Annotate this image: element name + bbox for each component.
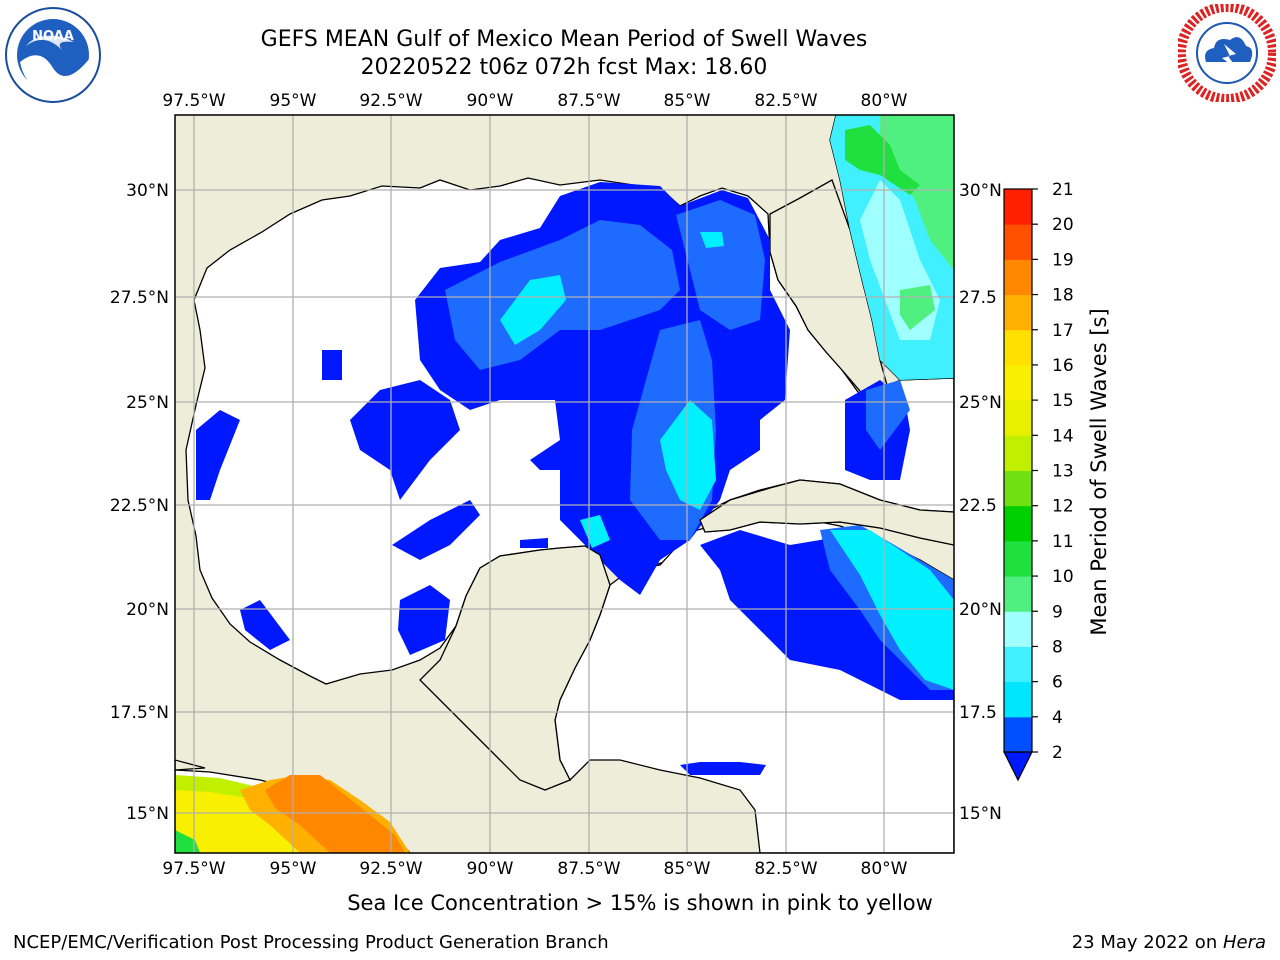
- colorbar-extend-arrow: [1003, 751, 1033, 782]
- lat-label-left: 25°N: [126, 393, 169, 413]
- credit-host: Hera: [1222, 932, 1266, 953]
- lat-label-right: 30°N: [959, 181, 1002, 201]
- longitude-labels-top: 97.5°W 95°W 92.5°W 90°W 87.5°W 85°W 82.5°W 80°W: [162, 91, 907, 111]
- colorbar-tick-label: 19: [1052, 250, 1074, 270]
- lat-label-right: 27.5: [959, 288, 997, 308]
- lat-label-right: 15°N: [959, 804, 1002, 824]
- colorbar-tick-label: 17: [1052, 321, 1074, 341]
- map-title: GEFS MEAN Gulf of Mexico Mean Period of …: [260, 27, 868, 52]
- colorbar-segment: [1004, 576, 1032, 612]
- lon-label-top: 92.5°W: [359, 91, 422, 111]
- colorbar-tick-label: 4: [1052, 708, 1063, 728]
- lat-label-right: 25°N: [959, 393, 1002, 413]
- colorbar-tick-label: 6: [1052, 673, 1063, 693]
- colorbar-label: Mean Period of Swell Waves [s]: [1087, 308, 1111, 635]
- lat-label-right: 22.5: [959, 496, 997, 516]
- colorbar-segment: [1004, 646, 1032, 683]
- lon-label-top: 97.5°W: [162, 91, 225, 111]
- sea-ice-note: Sea Ice Concentration > 15% is shown in …: [347, 891, 933, 915]
- yucatan-land: [419, 545, 611, 791]
- colorbar-tick-label: 11: [1052, 532, 1074, 552]
- lon-label-top: 95°W: [270, 91, 317, 111]
- noaa-logo-text: NOAA: [32, 29, 74, 44]
- colorbar-segment: [1004, 716, 1032, 753]
- colorbar-segment: [1004, 329, 1032, 366]
- lat-label-left: 27.5°N: [110, 288, 169, 308]
- lon-label-bottom: 92.5°W: [359, 859, 422, 879]
- colorbar-segment: [1004, 540, 1032, 577]
- colorbar-tick-label: 21: [1052, 180, 1074, 200]
- lon-label-top: 87.5°W: [557, 91, 620, 111]
- colorbar-segment: [1004, 189, 1032, 225]
- colorbar-segment: [1004, 364, 1032, 401]
- colorbar-segment: [1004, 224, 1032, 260]
- credit-date: 23 May 2022 on Hera: [1072, 932, 1266, 953]
- latitude-labels-right: 30°N 27.5 25°N 22.5 20°N 17.5 15°N: [959, 181, 1002, 824]
- colorbar-segment: [1004, 259, 1032, 296]
- lat-label-left: 15°N: [126, 804, 169, 824]
- pacific-swell: [175, 775, 410, 853]
- map-frame: [174, 114, 955, 854]
- lon-label-top: 80°W: [861, 91, 908, 111]
- colorbar-segment: [1004, 435, 1032, 471]
- lat-label-left: 20°N: [126, 600, 169, 620]
- lon-label-top: 82.5°W: [754, 91, 817, 111]
- colorbar-segment: [1004, 681, 1032, 718]
- map-subtitle: 20220522 t06z 072h fcst Max: 18.60: [360, 55, 768, 80]
- credit-date-text: 23 May 2022 on: [1071, 932, 1223, 953]
- map-area: [175, 115, 954, 853]
- noaa-logo: NOAA: [5, 7, 101, 103]
- lon-label-bottom: 87.5°W: [557, 859, 620, 879]
- colorbar-segment: [1004, 400, 1032, 436]
- lat-label-left: 30°N: [126, 181, 169, 201]
- colorbar-tick-label: 15: [1052, 391, 1074, 411]
- colorbar-segment: [1004, 470, 1032, 507]
- colorbar: 2 4 6 8 9 10 11 12 13 14 15 16 17 18 19 20 21: [1003, 180, 1074, 782]
- lon-label-top: 85°W: [664, 91, 711, 111]
- colorbar-tick-label: 16: [1052, 356, 1074, 376]
- lon-label-bottom: 82.5°W: [754, 859, 817, 879]
- swell-field: [196, 115, 954, 775]
- latitude-labels-left: 30°N 27.5°N 25°N 22.5°N 20°N 17.5°N 15°N: [110, 181, 169, 824]
- colorbar-tick-label: 13: [1052, 462, 1074, 482]
- lon-label-bottom: 90°W: [467, 859, 514, 879]
- colorbar-segment: [1004, 611, 1032, 647]
- colorbar-tick-label: 20: [1052, 215, 1074, 235]
- lat-label-right: 17.5: [959, 703, 997, 723]
- colorbar-segment: [1004, 505, 1032, 542]
- lat-label-right: 20°N: [959, 600, 1002, 620]
- colorbar-segment: [1004, 294, 1032, 331]
- colorbar-tick-label: 2: [1052, 743, 1063, 763]
- longitude-labels-bottom: 97.5°W 95°W 92.5°W 90°W 87.5°W 85°W 82.5°W 80°W: [162, 859, 907, 879]
- graticule: [175, 115, 954, 853]
- lon-label-bottom: 95°W: [270, 859, 317, 879]
- lat-label-left: 17.5°N: [110, 703, 169, 723]
- lat-label-left: 22.5°N: [110, 496, 169, 516]
- colorbar-tick-label: 9: [1052, 602, 1063, 622]
- nws-logo: [1178, 4, 1276, 102]
- colorbar-tick-label: 8: [1052, 637, 1063, 657]
- lon-label-bottom: 97.5°W: [162, 859, 225, 879]
- lon-label-bottom: 85°W: [664, 859, 711, 879]
- colorbar-tick-label: 10: [1052, 567, 1074, 587]
- colorbar-tick-label: 14: [1052, 426, 1074, 446]
- lon-label-bottom: 80°W: [861, 859, 908, 879]
- colorbar-tick-label: 18: [1052, 286, 1074, 306]
- credit-branch: NCEP/EMC/Verification Post Processing Pr…: [13, 932, 609, 953]
- lon-label-top: 90°W: [467, 91, 514, 111]
- colorbar-tick-label: 12: [1052, 497, 1074, 517]
